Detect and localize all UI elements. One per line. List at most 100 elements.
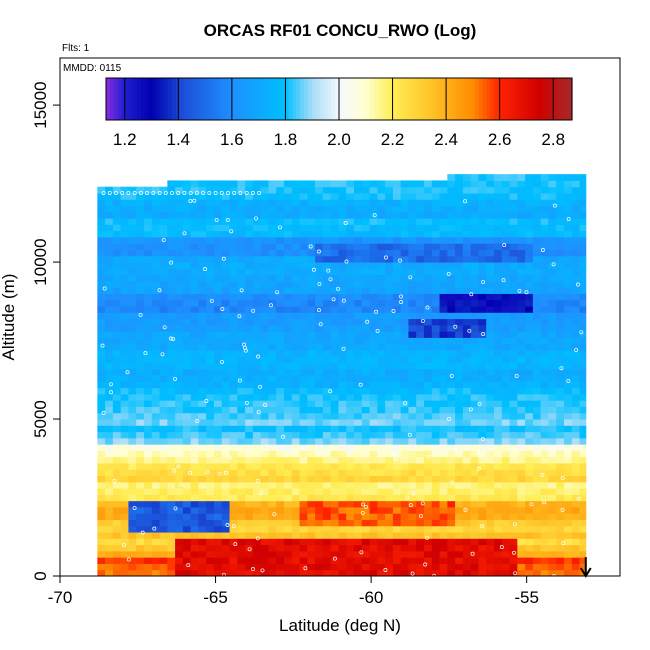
heatmap-cell xyxy=(237,199,246,207)
heatmap-cell xyxy=(346,293,355,301)
observation-point xyxy=(157,288,162,293)
heatmap-cell xyxy=(509,431,518,439)
heatmap-cell xyxy=(361,532,371,539)
heatmap-cell xyxy=(517,450,526,458)
heatmap-cell xyxy=(579,544,587,552)
heatmap-cell xyxy=(276,456,285,464)
heatmap-cell xyxy=(206,268,215,276)
observation-point xyxy=(463,507,468,512)
heatmap-cell xyxy=(322,224,332,232)
heatmap-cell xyxy=(112,306,122,313)
heatmap-cell xyxy=(237,331,246,338)
heatmap-cell xyxy=(260,218,269,225)
heatmap-cell xyxy=(470,192,479,200)
heatmap-cell xyxy=(245,293,254,301)
heatmap-cell xyxy=(159,400,168,407)
heatmap-cell xyxy=(322,525,332,533)
heatmap-cell xyxy=(144,324,153,332)
heatmap-cell xyxy=(268,513,277,520)
heatmap-cell xyxy=(525,563,534,571)
heatmap-cell xyxy=(237,425,246,433)
heatmap-cell xyxy=(571,192,581,200)
heatmap-cell xyxy=(509,362,518,370)
heatmap-cell xyxy=(268,425,277,433)
heatmap-cell xyxy=(579,532,587,539)
heatmap-cell xyxy=(494,469,503,477)
heatmap-cell xyxy=(501,192,511,200)
heatmap-cell xyxy=(307,312,316,320)
observation-point xyxy=(481,332,486,337)
heatmap-cell xyxy=(120,268,129,276)
heatmap-cell xyxy=(260,180,269,188)
heatmap-cell xyxy=(431,431,441,439)
heatmap-cell xyxy=(315,262,324,269)
heatmap-cell xyxy=(532,186,542,194)
heatmap-cell xyxy=(214,262,223,269)
heatmap-cell xyxy=(377,299,386,307)
heatmap-cell xyxy=(221,375,231,382)
heatmap-cell xyxy=(97,406,106,414)
heatmap-cell xyxy=(198,431,207,439)
heatmap-cell xyxy=(478,186,487,194)
heatmap-cell xyxy=(198,437,207,445)
heatmap-cell xyxy=(151,500,161,508)
heatmap-cell xyxy=(532,218,542,225)
heatmap-cell xyxy=(478,199,487,207)
heatmap-cell xyxy=(509,525,518,533)
heatmap-cell xyxy=(416,299,425,307)
heatmap-cell xyxy=(556,563,565,571)
heatmap-cell xyxy=(245,368,254,376)
heatmap-cell xyxy=(478,230,487,238)
heatmap-cell xyxy=(548,569,557,576)
heatmap-cell xyxy=(268,475,277,483)
heatmap-cell xyxy=(564,324,573,332)
observation-point xyxy=(251,308,256,313)
heatmap-cell xyxy=(416,192,425,200)
heatmap-cell xyxy=(532,519,542,527)
heatmap-cell xyxy=(97,419,106,426)
heatmap-cell xyxy=(501,538,511,546)
heatmap-cell xyxy=(307,199,316,207)
observation-point xyxy=(407,432,412,437)
heatmap-cell xyxy=(431,293,441,301)
heatmap-cell xyxy=(462,262,472,269)
heatmap-cell xyxy=(556,287,565,294)
heatmap-cell xyxy=(462,538,472,546)
heatmap-cell xyxy=(525,437,534,445)
heatmap-cell xyxy=(540,406,549,414)
heatmap-cell xyxy=(509,262,518,269)
heatmap-cell xyxy=(128,569,137,576)
heatmap-cell xyxy=(564,331,573,338)
heatmap-cell xyxy=(424,544,433,552)
heatmap-cell xyxy=(284,343,293,351)
heatmap-cell xyxy=(159,444,168,451)
heatmap-cell xyxy=(284,274,293,282)
heatmap-cell xyxy=(167,218,176,225)
heatmap-cell xyxy=(136,494,145,502)
heatmap-cell xyxy=(322,506,332,514)
heatmap-cell xyxy=(439,306,448,313)
heatmap-cell xyxy=(392,494,402,502)
heatmap-cell xyxy=(128,199,137,207)
heatmap-cell xyxy=(128,236,137,244)
heatmap-cell xyxy=(439,324,448,332)
heatmap-cell xyxy=(299,557,308,564)
colorbar-segment xyxy=(529,78,534,120)
heatmap-cell xyxy=(564,532,573,539)
heatmap-cell xyxy=(330,393,339,401)
colorbar-segment xyxy=(183,78,189,120)
heatmap-cell xyxy=(221,299,231,307)
heatmap-cell xyxy=(548,550,557,558)
heatmap-cell xyxy=(322,475,332,483)
heatmap-cell xyxy=(579,324,587,332)
heatmap-cell xyxy=(455,337,464,345)
heatmap-cell xyxy=(206,400,215,407)
heatmap-cell xyxy=(517,375,526,382)
heatmap-cell xyxy=(556,431,565,439)
heatmap-cell xyxy=(307,557,316,564)
colorbar-segment xyxy=(319,78,325,120)
heatmap-cell xyxy=(128,557,137,564)
observation-point xyxy=(446,271,451,276)
heatmap-cell xyxy=(260,324,269,332)
heatmap-cell xyxy=(167,481,176,489)
